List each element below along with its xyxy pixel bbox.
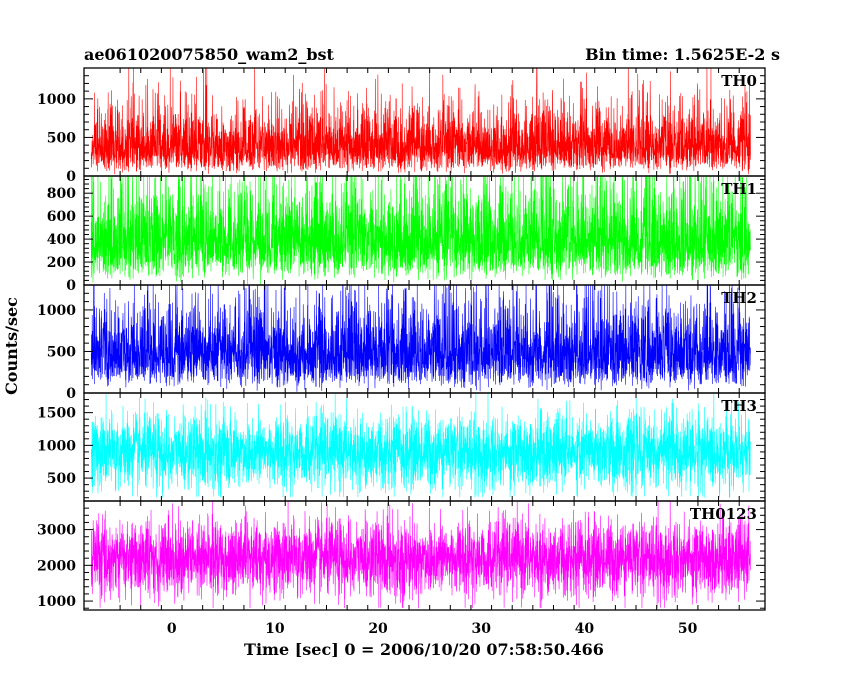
y-tick-label: 500 bbox=[47, 130, 76, 146]
panel-th3: 500 1000 1500 TH3 bbox=[37, 392, 766, 502]
chart-title-right: Bin time: 1.5625E-2 s bbox=[585, 45, 780, 64]
panels: 0 500 1000 TH0 0 200 400 600 800 TH1 0 500 1000 TH2 50… bbox=[37, 67, 766, 611]
x-tick-label: 10 bbox=[265, 621, 285, 637]
y-tick-label: 1500 bbox=[37, 406, 76, 422]
x-tick-label: 50 bbox=[678, 621, 698, 637]
panel-frame bbox=[83, 500, 766, 611]
panel-label: TH3 bbox=[721, 397, 757, 415]
series-line-th3 bbox=[90, 393, 751, 498]
panel-label: TH1 bbox=[721, 180, 757, 198]
x-tick-label: 20 bbox=[368, 621, 388, 637]
x-axis-label: Time [sec] 0 = 2006/10/20 07:58:50.466 bbox=[244, 640, 604, 659]
y-tick-label: 1000 bbox=[37, 438, 76, 454]
panel-th2: 0 500 1000 TH2 bbox=[37, 284, 766, 402]
y-tick-label: 500 bbox=[47, 344, 76, 360]
series-line-th0 bbox=[90, 68, 751, 175]
y-tick-label: 500 bbox=[47, 471, 76, 487]
panel-label: TH0 bbox=[721, 72, 757, 90]
chart-title-left: ae061020075850_wam2_bst bbox=[84, 45, 335, 64]
y-tick-label: 1000 bbox=[37, 92, 76, 108]
x-tick-label: 0 bbox=[167, 621, 177, 637]
series-line-th0123 bbox=[90, 501, 751, 609]
y-tick-label: 200 bbox=[47, 255, 76, 271]
y-tick-label: 400 bbox=[47, 232, 76, 248]
panel-label: TH0123 bbox=[690, 505, 757, 523]
x-tick-label: 40 bbox=[575, 621, 595, 637]
x-tick-label: 30 bbox=[472, 621, 492, 637]
panel-th0123: 1000 2000 3000 TH0123 bbox=[37, 500, 766, 611]
y-tick-label: 1000 bbox=[37, 594, 76, 610]
y-tick-label: 0 bbox=[66, 169, 76, 185]
panel-label: TH2 bbox=[721, 289, 757, 307]
y-tick-label: 2000 bbox=[37, 558, 76, 574]
panel-th1: 0 200 400 600 800 TH1 bbox=[47, 175, 766, 294]
y-tick-label: 0 bbox=[66, 386, 76, 402]
y-axis-label: Counts/sec bbox=[2, 297, 21, 395]
x-tick-labels: 0 10 20 30 40 50 bbox=[167, 621, 698, 637]
y-tick-label: 600 bbox=[47, 209, 76, 225]
series-line-th2 bbox=[90, 285, 751, 392]
series-line-th1 bbox=[90, 176, 751, 285]
y-tick-label: 1000 bbox=[37, 303, 76, 319]
y-tick-label: 800 bbox=[47, 186, 76, 202]
y-tick-label: 3000 bbox=[37, 523, 76, 539]
y-tick-label: 0 bbox=[66, 278, 76, 294]
panel-th0: 0 500 1000 TH0 bbox=[37, 67, 766, 185]
